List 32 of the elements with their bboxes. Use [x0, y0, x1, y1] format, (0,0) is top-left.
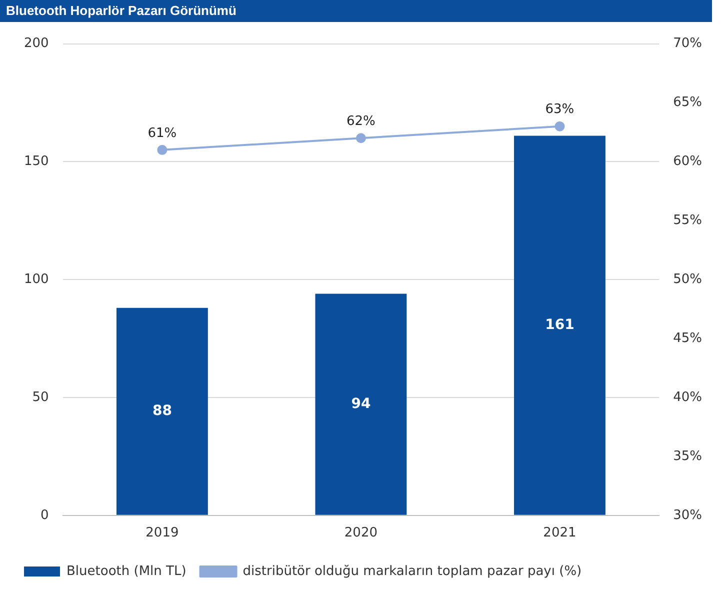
y-tick-label: 100 [24, 272, 49, 287]
data-label: 88 [152, 403, 172, 420]
y-tick-label: 150 [24, 154, 49, 170]
point [157, 144, 168, 155]
y2-tick-label: 50% [673, 272, 702, 287]
point [554, 121, 565, 132]
data-label: 94 [351, 396, 371, 412]
bar [116, 308, 208, 515]
y2-tick-label: 65% [673, 95, 702, 110]
y2-tick-label: 70% [673, 36, 702, 52]
bar [514, 136, 606, 515]
y-tick-label: 0 [40, 508, 49, 523]
x-tick-label: 2021 [543, 526, 576, 541]
y2-tick-label: 40% [673, 390, 702, 405]
point [356, 133, 366, 144]
data-label: 61% [148, 126, 177, 141]
y2-tick-label: 30% [673, 508, 702, 523]
y2-tick-label: 60% [673, 154, 702, 170]
y2-tick-label: 55% [673, 213, 702, 228]
data-label: 62% [346, 114, 376, 129]
x-tick-label: 2019 [146, 526, 179, 541]
bar [315, 294, 407, 515]
y2-tick-label: 45% [673, 330, 702, 346]
legend-label: Bluetooth (Mln TL) [66, 564, 186, 579]
y2-tick-label: 35% [673, 448, 702, 464]
y-tick-label: 50 [32, 390, 49, 405]
data-label: 63% [545, 102, 574, 118]
legend-label: distribütör olduğu markaların toplam pazar payı (%) [242, 564, 582, 579]
chart-title: Bluetooth Hoparlör Pazarı Görünümü [0, 0, 712, 22]
y-tick-label: 200 [24, 36, 49, 52]
x-tick-label: 2020 [344, 526, 378, 541]
data-label: 161 [545, 316, 574, 333]
